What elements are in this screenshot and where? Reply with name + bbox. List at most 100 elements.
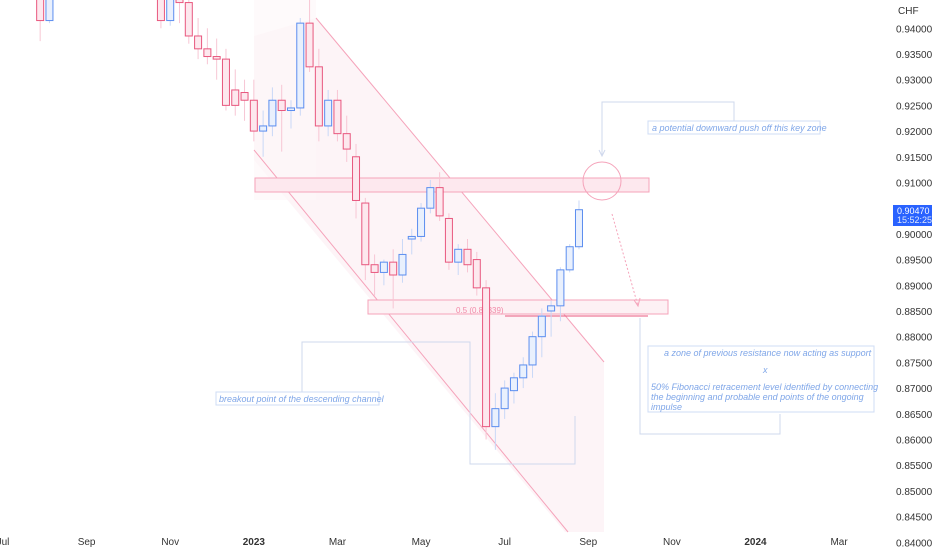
candle-body: [203, 48, 212, 58]
candle-body: [333, 99, 342, 135]
price-tick-label: 0.84000: [896, 538, 932, 549]
candle-body: [184, 2, 193, 37]
price-tick-label: 0.94000: [896, 24, 932, 35]
candle-body: [435, 187, 444, 217]
annotation-resistance-support: a zone of previous resistance now acting…: [664, 348, 872, 358]
candle-body: [268, 99, 277, 127]
callout-potential-push-arrow: [598, 149, 606, 158]
candle-body: [324, 99, 333, 127]
annotation-box-support: [647, 345, 875, 413]
candle-body: [528, 336, 537, 366]
annotation-fib-line-2: the beginning and probable end points of…: [651, 392, 864, 402]
candle-body: [259, 125, 268, 132]
candle-body: [574, 209, 583, 248]
candle-body: [352, 156, 361, 201]
candle-body: [296, 22, 305, 109]
candle-body: [547, 305, 556, 312]
price-axis-ticks: 0.94000 0.93500 0.93000 0.92500 0.92000 0.915…: [896, 24, 932, 549]
annotation-breakout: breakout point of the descending channel: [219, 394, 385, 404]
candle-body: [314, 66, 323, 127]
descending-channel-fill: [254, 18, 604, 532]
candle-body: [240, 92, 249, 101]
time-tick-label: Nov: [161, 537, 179, 548]
price-tick-label: 0.87000: [896, 384, 932, 395]
candle-body: [417, 207, 426, 237]
annotation-fib-line-3: impulse: [651, 402, 682, 412]
candle-body: [500, 387, 509, 410]
time-tick-label: Sep: [579, 537, 597, 548]
time-tick-label: Jul: [498, 537, 511, 548]
candle-body: [491, 408, 500, 428]
candle-body: [472, 259, 481, 289]
annotation-x-mark: x: [762, 365, 768, 375]
candle-body: [426, 187, 435, 209]
price-tick-label: 0.85500: [896, 461, 932, 472]
time-tick-label: 2023: [243, 537, 266, 548]
current-price-label: 0.90470: [897, 206, 930, 216]
price-tick-label: 0.88500: [896, 307, 932, 318]
callout-support: [639, 318, 781, 435]
price-tick-label: 0.89000: [896, 281, 932, 292]
candle-body: [36, 0, 45, 22]
price-tick-label: 0.89500: [896, 256, 932, 267]
time-tick-label: Nov: [663, 537, 681, 548]
candle-body: [565, 246, 574, 271]
candle-body: [537, 315, 546, 338]
candle-body: [249, 99, 258, 132]
candle-body: [221, 58, 230, 106]
time-tick-label: Mar: [329, 537, 347, 548]
price-tick-label: 0.86500: [896, 410, 932, 421]
price-tick-label: 0.91000: [896, 178, 932, 189]
candle-body: [342, 133, 351, 150]
candle-body: [389, 261, 398, 276]
target-circle: [582, 161, 622, 201]
price-tick-label: 0.86000: [896, 435, 932, 446]
candle-body: [231, 89, 240, 106]
annotation-fib-line-1: 50% Fibonacci retracement level identifi…: [651, 382, 878, 392]
candles-group: [36, 0, 583, 450]
candle-body: [166, 0, 175, 22]
candle-body: [45, 0, 54, 22]
time-tick-label: 2024: [744, 537, 767, 548]
price-tick-label: 0.90000: [896, 230, 932, 241]
callout-potential-push: [601, 101, 735, 155]
price-tick-label: 0.91500: [896, 153, 932, 164]
price-tick-label: 0.88000: [896, 333, 932, 344]
price-tick-label: 0.92000: [896, 127, 932, 138]
candle-body: [277, 99, 286, 112]
candle-body: [361, 202, 370, 266]
price-tick-label: 0.85000: [896, 487, 932, 498]
candle-body: [407, 235, 416, 240]
current-price-badge: [893, 205, 932, 226]
candle-body: [519, 364, 528, 379]
fib-level-label: 0.5 (0.88339): [456, 306, 504, 315]
candle-body: [379, 261, 388, 273]
candle-body: [482, 287, 491, 428]
time-axis-ticks: Jul Sep Nov 2023 Mar May Jul Sep Nov 2024 Mar: [0, 537, 848, 548]
time-tick-label: May: [412, 537, 431, 548]
annotation-box-breakout: [215, 391, 380, 406]
channel-lower-line: [253, 149, 569, 533]
resistance-zone-upper: [254, 177, 650, 193]
price-tick-label: 0.93500: [896, 50, 932, 61]
candle-body: [463, 248, 472, 266]
candle-body: [156, 0, 165, 22]
candle-body: [454, 248, 463, 263]
countdown-label: 15:52:25: [897, 215, 932, 225]
price-tick-label: 0.93000: [896, 76, 932, 87]
breakout-bracket: [301, 341, 576, 465]
candle-body: [398, 253, 407, 276]
time-tick-label: Jul: [0, 537, 9, 548]
candle-body: [370, 264, 379, 273]
price-axis-panel: [884, 0, 932, 550]
support-zone: [367, 299, 669, 315]
time-tick-label: Mar: [830, 537, 848, 548]
annotation-box-push: [647, 120, 821, 135]
candle-body: [212, 56, 221, 60]
price-tick-label: 0.84500: [896, 513, 932, 524]
candle-body: [556, 269, 565, 307]
price-axis-currency: CHF: [898, 6, 919, 17]
candle-body: [509, 377, 518, 392]
annotation-potential-push: a potential downward push off this key z…: [652, 123, 827, 133]
